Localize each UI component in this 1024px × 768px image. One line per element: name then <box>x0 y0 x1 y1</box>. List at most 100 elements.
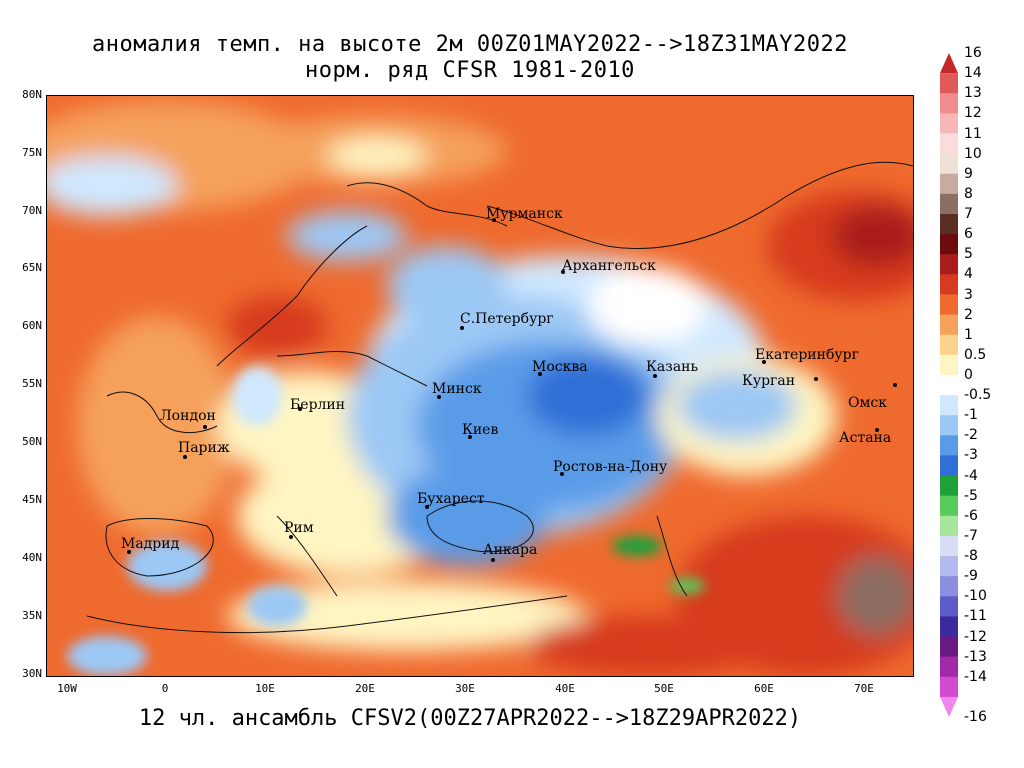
legend-arrow-top <box>940 53 958 74</box>
lat-label: 45N <box>22 493 42 506</box>
legend-label: 7 <box>964 206 973 222</box>
legend-label: 14 <box>964 65 982 82</box>
legend-swatch <box>940 314 958 336</box>
city-marker <box>298 407 302 411</box>
city-label-kiev: Киев <box>462 422 499 438</box>
legend-swatch <box>940 133 958 155</box>
caspian-sea <box>656 515 688 597</box>
city-marker <box>893 383 897 387</box>
legend-label: -7 <box>964 527 978 544</box>
coastlines <box>86 161 913 634</box>
lat-label: 55N <box>22 377 42 390</box>
legend-label: -14 <box>964 668 987 685</box>
legend-swatch <box>940 153 958 175</box>
city-label-rome: Рим <box>284 520 314 536</box>
city-label-madrid: Мадрид <box>121 536 180 552</box>
north-africa-coast <box>86 595 568 634</box>
lon-label: 10E <box>255 682 275 695</box>
lat-label: 70N <box>22 204 42 217</box>
city-marker <box>875 428 879 432</box>
city-marker <box>183 455 187 459</box>
legend-label: 11 <box>964 125 982 142</box>
legend-swatch <box>940 274 958 295</box>
legend-label: -3 <box>964 447 978 464</box>
lat-label: 30N <box>22 667 42 680</box>
caspian-green <box>669 578 705 594</box>
legend-swatch <box>940 193 958 215</box>
legend-label: 12 <box>964 105 982 122</box>
city-label-omsk: Омск <box>848 395 887 411</box>
legend-label: -8 <box>964 548 978 564</box>
legend-label: 6 <box>964 226 973 243</box>
legend-label: 13 <box>964 85 982 102</box>
kola-coast <box>346 182 508 227</box>
legend-swatch <box>940 173 958 195</box>
city-marker <box>289 535 293 539</box>
legend-swatch <box>940 415 958 436</box>
city-marker <box>653 374 657 378</box>
legend-label: 0 <box>964 366 973 383</box>
kurgan-cool <box>677 371 797 441</box>
lon-label: 20E <box>355 682 375 695</box>
legend-label: 1 <box>964 326 973 343</box>
legend-label: 8 <box>964 185 973 202</box>
legend-swatch <box>940 334 958 356</box>
legend-label: -10 <box>964 588 987 605</box>
city-label-paris: Париж <box>178 440 230 456</box>
city-marker <box>492 218 496 222</box>
legend-swatch <box>940 354 958 376</box>
legend-swatch <box>940 495 958 517</box>
legend-label: 4 <box>964 266 973 283</box>
city-marker <box>203 425 207 429</box>
legend-swatch <box>940 374 958 396</box>
yamal-strong-warm <box>832 206 913 266</box>
arctic-coast <box>486 161 913 249</box>
city-marker <box>814 377 818 381</box>
legend-label: -2 <box>964 427 978 444</box>
lon-label: 50E <box>654 682 674 695</box>
lon-label: 60E <box>754 682 774 695</box>
legend-swatch <box>940 656 958 678</box>
legend-label: -11 <box>964 608 987 625</box>
legend-label: 3 <box>964 286 973 303</box>
lat-label: 65N <box>22 261 42 274</box>
legend-swatch <box>940 214 958 235</box>
color-legend: 16 14 13 12 11 10 9 8 7 6 5 4 3 2 1 0.5 0 -0.5 -1 -2 -3 -4 -5 -… <box>938 46 1018 724</box>
iberia-cool <box>127 541 207 591</box>
italy-coast <box>276 515 338 597</box>
city-marker <box>560 472 564 476</box>
city-label-berlin: Берлин <box>290 397 346 413</box>
legend-swatch <box>940 636 958 658</box>
anomaly-field <box>47 96 913 676</box>
city-marker <box>538 372 542 376</box>
city-label-st-petersburg: С.Петербург <box>460 311 554 327</box>
city-marker <box>437 395 441 399</box>
iberia-coast <box>105 518 214 577</box>
legend-label: 9 <box>964 165 973 182</box>
city-marker <box>491 558 495 562</box>
legend-bar <box>940 53 958 717</box>
british-isles <box>106 391 218 434</box>
city-marker <box>425 505 429 509</box>
legend-swatch <box>940 616 958 638</box>
black-sea <box>426 500 534 553</box>
city-label-minsk: Минск <box>432 381 482 397</box>
city-label-yekaterinburg: Екатеринбург <box>755 347 859 363</box>
city-label-astana: Астана <box>839 430 892 446</box>
legend-swatch <box>940 576 958 597</box>
city-label-ankara: Анкара <box>483 542 538 558</box>
legend-swatch <box>940 676 958 698</box>
city-label-arkhangelsk: Архангельск <box>562 258 656 274</box>
greenland-sea-cool <box>47 156 177 216</box>
karelia-cool <box>387 246 507 326</box>
legend-label: -12 <box>964 628 987 645</box>
lat-label: 80N <box>22 88 42 101</box>
morocco-cool <box>67 636 147 676</box>
lat-label: 75N <box>22 146 42 159</box>
arkhangelsk-neutral <box>587 266 707 346</box>
legend-swatch <box>940 596 958 617</box>
legend-label: -4 <box>964 467 978 484</box>
legend-label: -13 <box>964 648 987 665</box>
legend-label: -9 <box>964 568 978 585</box>
chart-subtitle: норм. ряд CFSR 1981-2010 <box>305 58 635 83</box>
